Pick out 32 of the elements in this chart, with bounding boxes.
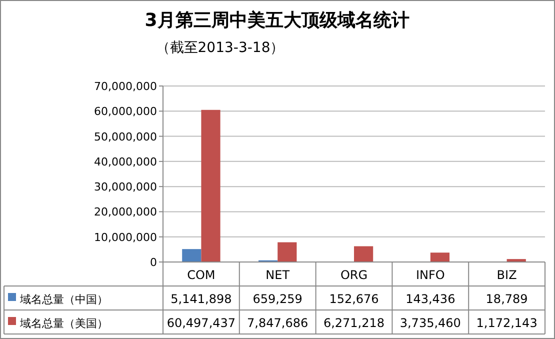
y-tick-label: 50,000,000 [94,130,157,144]
legend-label: 域名总量（中国） [19,293,108,306]
data-label: 659,259 [252,292,302,306]
data-label: 7,847,686 [247,316,308,330]
data-label: 1,172,143 [476,316,538,330]
bar [354,246,374,262]
x-tick-label: NET [266,268,290,282]
bar [182,249,202,262]
y-tick-label: 10,000,000 [94,230,157,244]
x-tick-label: ORG [340,268,368,282]
data-label: 143,436 [406,292,456,306]
y-tick-label: 40,000,000 [94,155,157,168]
chart-title: 3月第三周中美五大顶级域名统计 [144,10,410,31]
y-tick-label: 60,000,000 [94,105,157,118]
bar [278,242,297,262]
data-label: 152,676 [329,292,379,306]
bar [430,252,450,262]
y-tick-label: 70,000,000 [94,80,157,93]
y-tick-label: 0 [150,256,157,269]
x-tick-label: INFO [416,268,445,282]
data-label: 18,789 [486,292,528,306]
chart-subtitle: （截至2013-3-18） [156,40,284,56]
x-tick-label: BIZ [496,268,517,282]
bar [201,110,220,262]
y-tick-label: 30,000,000 [94,180,157,194]
data-label: 60,497,437 [166,316,236,330]
x-tick-label: COM [187,268,216,282]
data-label: 3,735,460 [400,316,461,330]
data-label: 5,141,898 [170,292,232,306]
y-tick-label: 20,000,000 [94,206,157,219]
legend-label: 域名总量（美国） [19,317,108,330]
data-label: 6,271,218 [323,316,385,330]
